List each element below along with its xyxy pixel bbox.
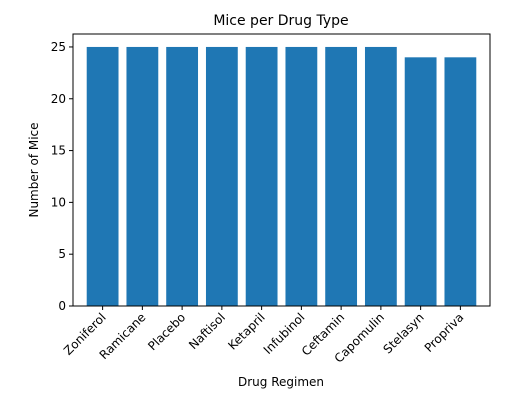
bar-ketapril	[245, 46, 278, 306]
x-axis-ticks: ZoniferolRamicanePlaceboNaftisolKetapril…	[61, 306, 467, 366]
bar-stelasyn	[404, 57, 437, 306]
y-tick-label: 15	[51, 144, 66, 158]
bar-zoniferol	[86, 46, 119, 306]
x-tick-label-stelasyn: Stelasyn	[381, 310, 427, 356]
bars-group	[86, 46, 477, 306]
bar-ramicane	[126, 46, 159, 306]
bar-capomulin	[364, 46, 397, 306]
y-tick-label: 10	[51, 195, 66, 209]
bar-naftisol	[205, 46, 238, 306]
x-axis-label: Drug Regimen	[238, 375, 324, 389]
y-tick-label: 20	[51, 92, 66, 106]
plot-frame	[72, 33, 491, 307]
y-axis-label: Number of Mice	[27, 122, 41, 217]
chart-title: Mice per Drug Type	[213, 13, 348, 29]
y-axis-ticks: 0 5 10 15 20 25	[51, 40, 73, 313]
x-tick-label-propriva: Propriva	[422, 310, 467, 355]
bar-placebo	[166, 46, 199, 306]
bar-infubinol	[285, 46, 318, 306]
y-tick-label: 25	[51, 40, 66, 54]
y-tick-label: 0	[58, 299, 66, 313]
bar-ceftamin	[325, 46, 358, 306]
y-tick-label: 5	[58, 247, 66, 261]
x-tick-label-naftisol: Naftisol	[186, 310, 228, 352]
x-tick-label-placebo: Placebo	[145, 310, 188, 353]
bar-propriva	[444, 57, 477, 306]
